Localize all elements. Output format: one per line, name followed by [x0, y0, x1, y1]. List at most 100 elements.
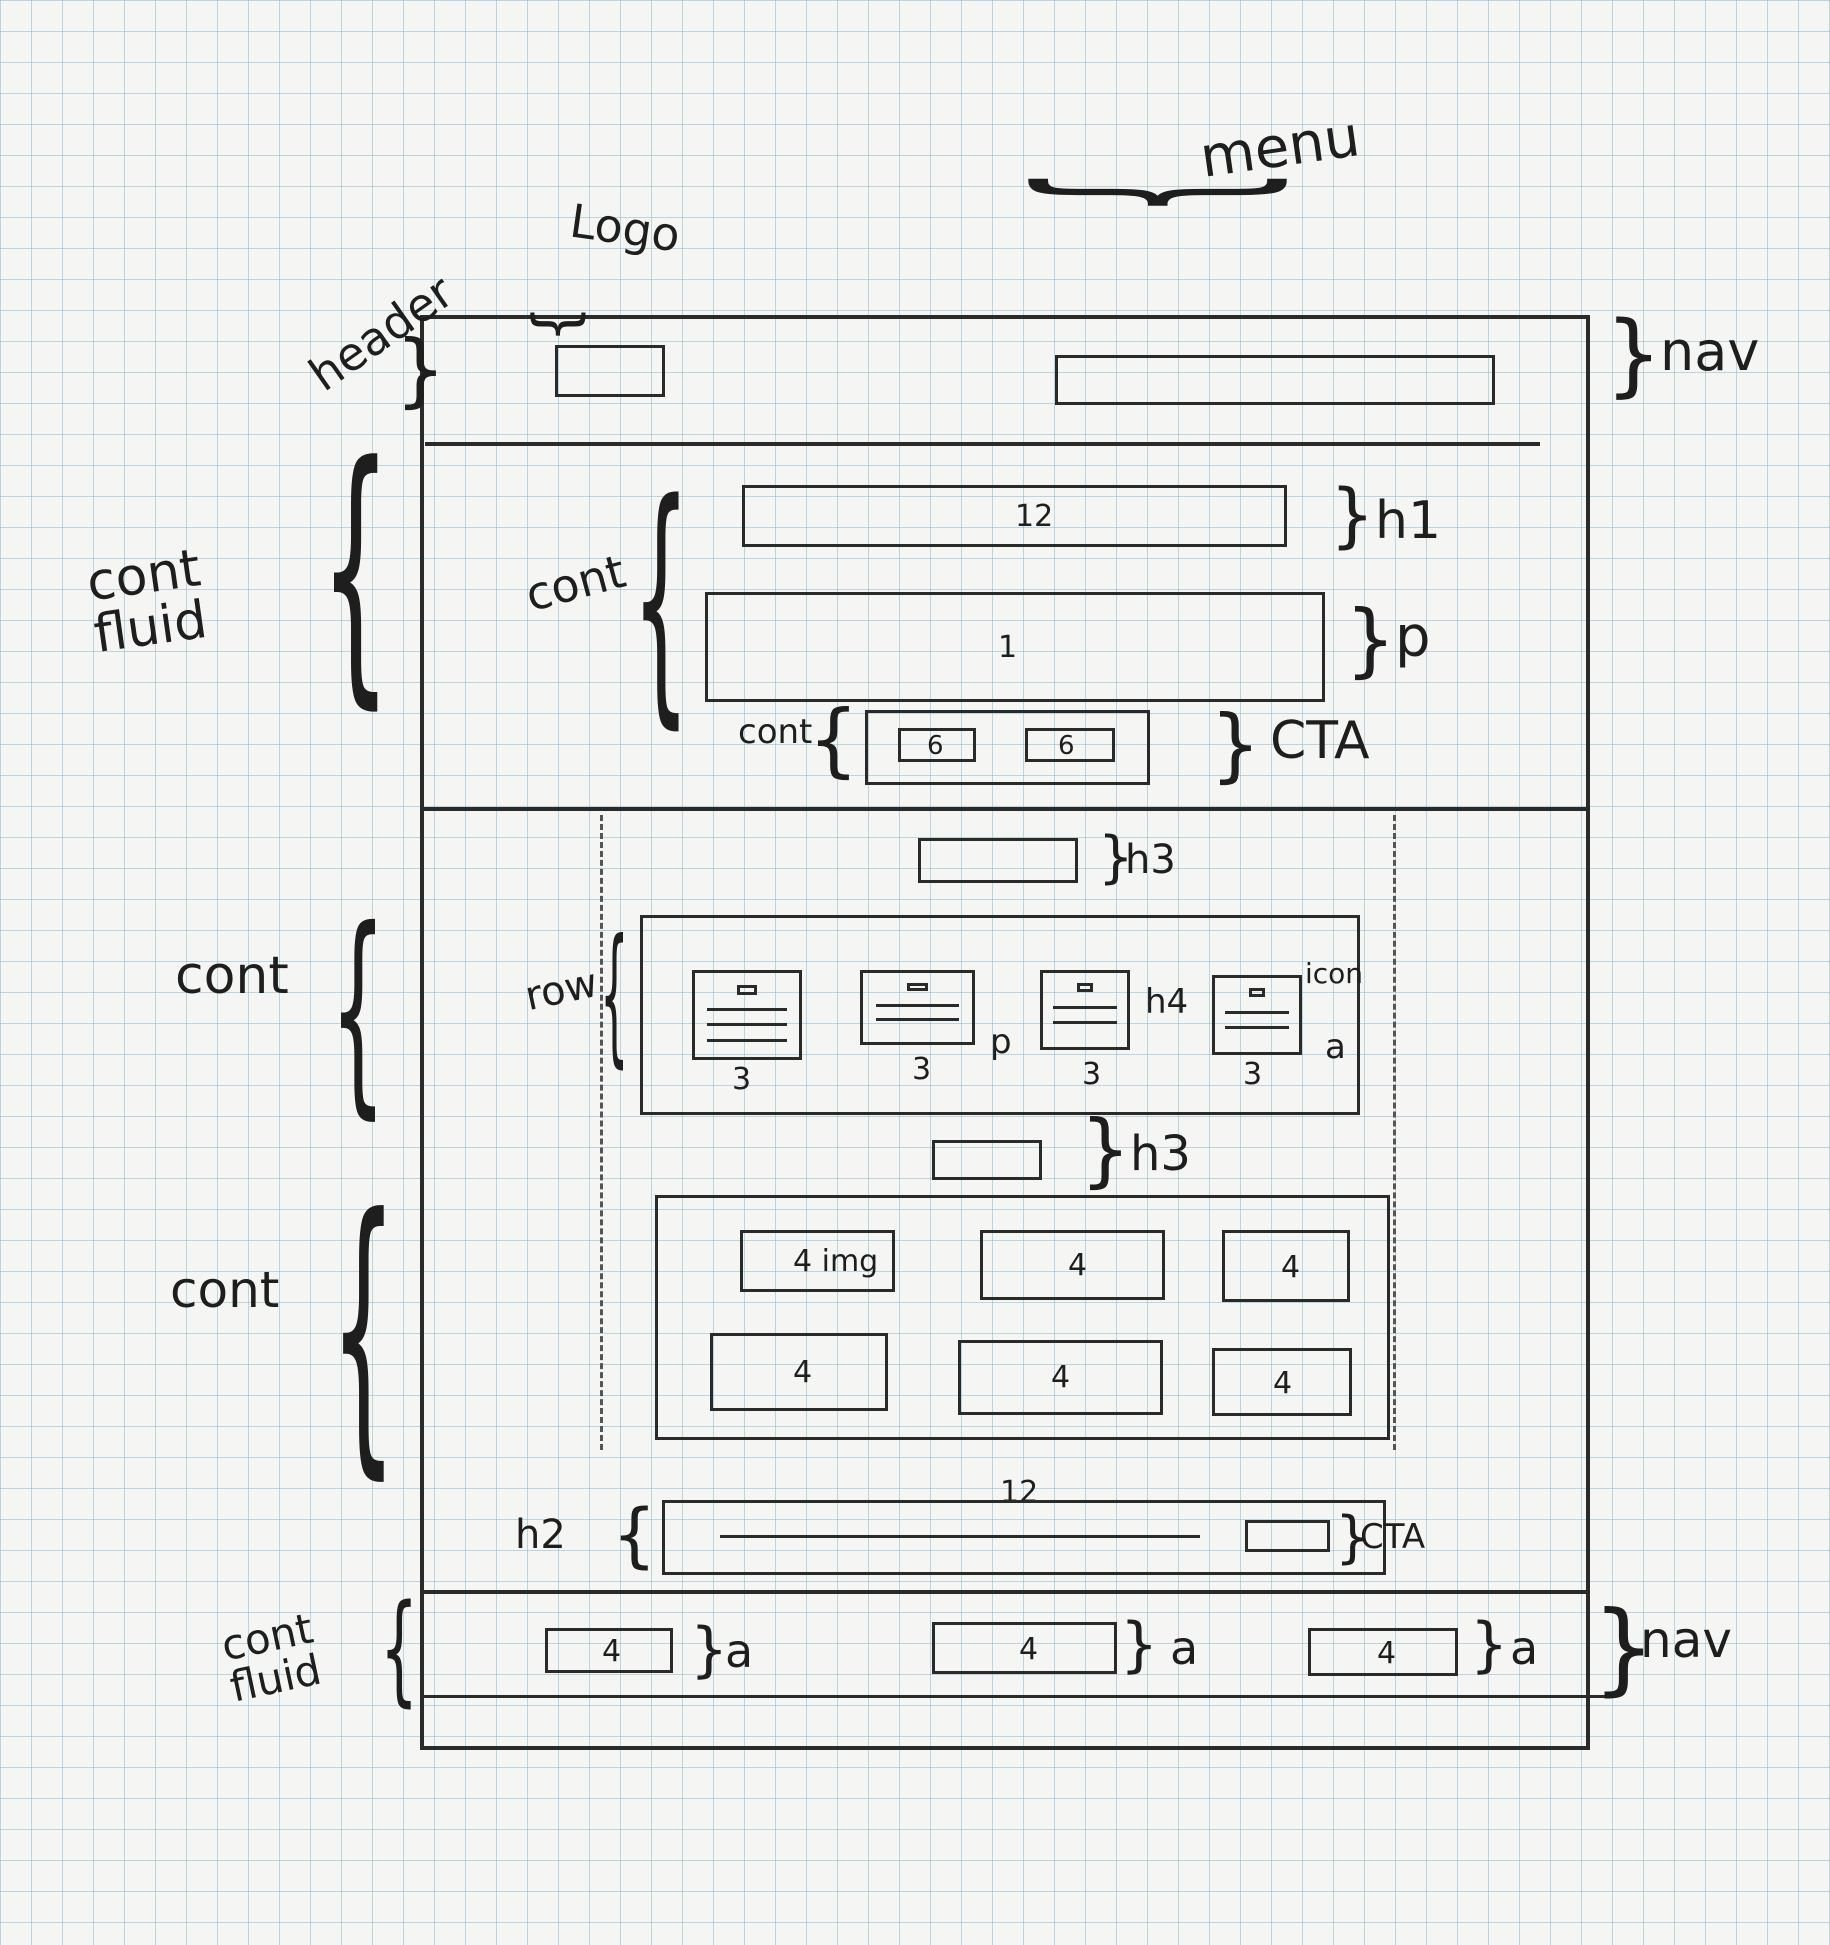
- card-line: [876, 1004, 959, 1008]
- annotation-footer-a1: a: [725, 1624, 754, 1678]
- annotation-card-a: a: [1325, 1027, 1346, 1067]
- h2-text-line: [720, 1535, 1200, 1538]
- menu-brace: }: [1006, 170, 1334, 215]
- nav-bottom-brace: }: [1592, 1589, 1656, 1706]
- content-guide-left: [600, 815, 603, 1450]
- annotation-p: p: [1395, 605, 1431, 670]
- card-line: [876, 1017, 959, 1021]
- cont-cards-brace: {: [330, 882, 386, 1138]
- footer-link-1-label: 4: [602, 1634, 622, 1669]
- h3-placeholder-1: [918, 838, 1078, 883]
- footer-a3-brace: }: [1470, 1610, 1509, 1680]
- h3-first-brace: }: [1098, 825, 1134, 890]
- footer-link-3: 4: [1308, 1628, 1458, 1676]
- footer-link-1: 4: [545, 1628, 673, 1673]
- footer-a2-brace: }: [1120, 1610, 1159, 1680]
- annotation-footer-a2: a: [1170, 1621, 1199, 1675]
- h1-placeholder: 12: [742, 485, 1287, 547]
- grid-item-1-label: 4 img: [793, 1244, 879, 1279]
- card-line: [1225, 1026, 1289, 1030]
- card-3-column-label: 3: [1082, 1057, 1102, 1092]
- footer-divider-bottom: [420, 1695, 1610, 1698]
- cont-cta-brace: {: [808, 693, 859, 786]
- annotation-cont-grid: cont: [170, 1261, 280, 1319]
- card-icon: [1076, 983, 1094, 993]
- annotation-cont-fluid-2: cont fluid: [217, 1603, 326, 1712]
- card-2-column-label: 3: [912, 1052, 932, 1087]
- row-brace: {: [600, 908, 629, 1082]
- annotation-h3-first: h3: [1125, 837, 1176, 883]
- grid-item-2: 4: [980, 1230, 1165, 1300]
- card-icon: [906, 982, 929, 991]
- card-line: [1225, 1011, 1289, 1015]
- grid-item-3-label: 4: [1281, 1250, 1301, 1285]
- card-line: [707, 1008, 787, 1012]
- annotation-logo: Logo: [566, 193, 684, 263]
- cta-bottom-brace: }: [1335, 1505, 1371, 1570]
- nav-top-brace: }: [1605, 302, 1663, 407]
- card-2: [860, 970, 975, 1045]
- annotation-nav-top: nav: [1660, 320, 1760, 383]
- h1-brace: }: [1330, 474, 1375, 556]
- card-icon: [736, 984, 758, 995]
- cards-row: [640, 915, 1360, 1115]
- menu-placeholder: [1055, 355, 1495, 405]
- annotation-cta: CTA: [1270, 711, 1370, 771]
- content-guide-right: [1393, 815, 1396, 1450]
- card-icon: [1248, 988, 1266, 998]
- cta-container: [865, 710, 1150, 785]
- annotation-h2: h2: [515, 1512, 566, 1558]
- header-divider: [425, 442, 1540, 446]
- annotation-h3-second: h3: [1130, 1126, 1191, 1182]
- grid-item-5-label: 4: [1051, 1360, 1071, 1395]
- annotation-card-p: p: [990, 1022, 1012, 1062]
- footer-link-2: 4: [932, 1622, 1117, 1674]
- cont-fluid-2-brace: {: [380, 1580, 419, 1719]
- p-column-label: 1: [998, 630, 1018, 665]
- h2-brace: {: [612, 1494, 657, 1576]
- grid-item-6-label: 4: [1273, 1366, 1293, 1401]
- cta-button-1-label: 6: [927, 731, 944, 761]
- footer-link-2-label: 4: [1019, 1632, 1039, 1667]
- card-line: [707, 1038, 787, 1042]
- grid-item-4-label: 4: [793, 1355, 813, 1390]
- logo-placeholder: [555, 345, 665, 397]
- annotation-card-h4: h4: [1145, 982, 1189, 1022]
- annotation-cont-cards: cont: [175, 946, 289, 1006]
- cta-button-1: 6: [898, 728, 976, 762]
- annotation-h1: h1: [1375, 491, 1442, 551]
- image-grid: [655, 1195, 1390, 1440]
- p-brace: }: [1345, 593, 1396, 686]
- annotation-nav-bottom: nav: [1640, 1611, 1732, 1669]
- footer-a1-brace: }: [690, 1615, 729, 1685]
- card-3: [1040, 970, 1130, 1050]
- cta-brace: }: [1210, 698, 1261, 791]
- logo-brace: }: [525, 305, 595, 344]
- footer-link-3-label: 4: [1377, 1636, 1397, 1671]
- annotation-cta-bottom: CTA: [1360, 1517, 1426, 1557]
- cont-fluid-1-brace: {: [320, 407, 392, 733]
- card-line: [1053, 1021, 1117, 1025]
- h1-column-label: 12: [1015, 499, 1054, 534]
- h3-second-brace: }: [1080, 1103, 1131, 1196]
- cta-button-2: 6: [1025, 728, 1115, 762]
- cta-button-2-label: 6: [1058, 731, 1075, 761]
- card-1: [692, 970, 802, 1060]
- annotation-cont-cta: cont: [738, 712, 813, 752]
- grid-item-1: 4 img: [740, 1230, 895, 1292]
- cont-grid-brace: {: [330, 1155, 397, 1504]
- footer-divider-top: [420, 1590, 1590, 1594]
- hero-divider: [420, 807, 1590, 811]
- annotation-cont-fluid-1: cont fluid: [83, 538, 211, 665]
- page-frame: [420, 315, 1590, 1750]
- cont-hero-brace: {: [632, 449, 690, 751]
- annotation-footer-a3: a: [1510, 1621, 1539, 1675]
- grid-item-2-label: 4: [1068, 1248, 1088, 1283]
- card-4: [1212, 975, 1302, 1055]
- h2-cta-button: [1245, 1520, 1330, 1552]
- card-line: [707, 1023, 787, 1027]
- card-line: [1053, 1006, 1117, 1010]
- p-placeholder: 1: [705, 592, 1325, 702]
- h2-banner: [662, 1500, 1386, 1575]
- grid-item-4: 4: [710, 1333, 888, 1411]
